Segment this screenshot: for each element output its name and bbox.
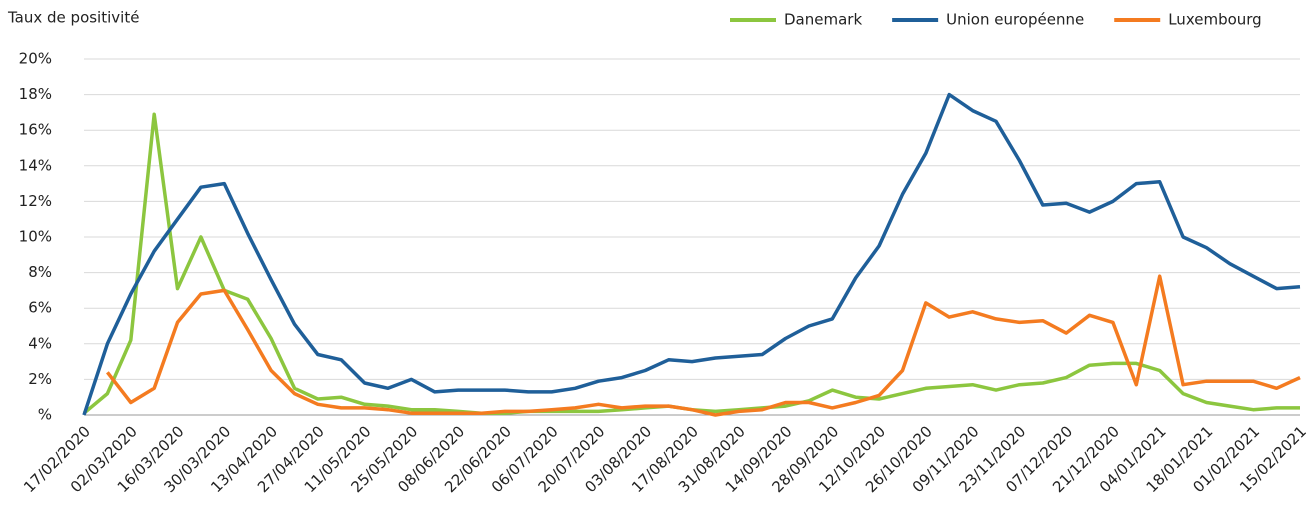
- legend-label: Union européenne: [946, 11, 1084, 29]
- series-line: [82, 112, 1300, 415]
- y-tick-label: 20%: [19, 50, 52, 68]
- y-tick-label: %: [38, 406, 52, 424]
- y-tick-label: 10%: [19, 228, 52, 246]
- y-axis-title: Taux de positivité: [7, 9, 139, 27]
- y-tick-label: 8%: [28, 263, 52, 281]
- legend-label: Danemark: [784, 11, 862, 29]
- legend-label: Luxembourg: [1168, 11, 1262, 29]
- series-line: [82, 92, 1301, 416]
- y-tick-label: 14%: [19, 156, 52, 174]
- y-tick-label: 12%: [19, 192, 52, 210]
- y-tick-label: 4%: [28, 334, 52, 352]
- y-tick-label: 18%: [19, 85, 52, 103]
- y-tick-label: 16%: [19, 121, 52, 139]
- y-tick-label: 6%: [28, 299, 52, 317]
- y-tick-label: 2%: [28, 370, 52, 388]
- series-line: [106, 274, 1301, 417]
